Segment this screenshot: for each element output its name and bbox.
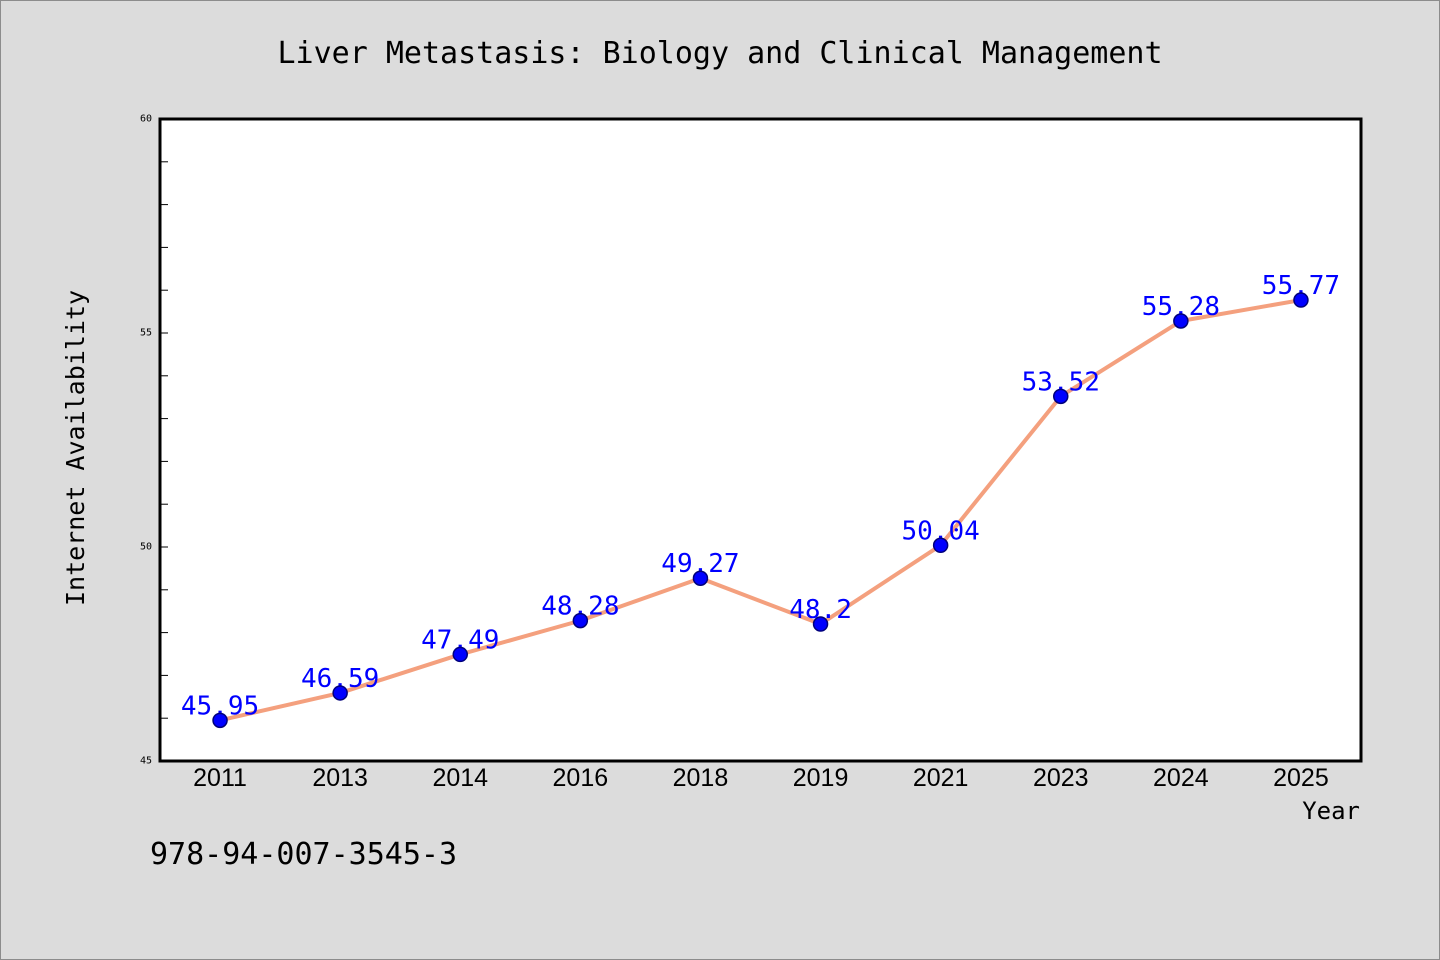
isbn-text: 978-94-007-3545-3 xyxy=(150,837,457,872)
y-tick-label: 50 xyxy=(140,542,152,553)
data-point xyxy=(332,685,348,701)
x-axis-tick-labels: 2011 2013 2014 2016 2018 2019 2021 2023 2024 2025 xyxy=(193,764,1329,792)
x-tick-label: 2023 xyxy=(1033,764,1089,792)
x-tick-label: 2025 xyxy=(1273,764,1329,792)
y-axis-tick-labels: 45 50 55 60 xyxy=(140,114,152,767)
data-labels: 45.9546.5947.4948.2849.2748.250.0453.525… xyxy=(181,271,1340,721)
x-tick-label: 2011 xyxy=(193,764,247,792)
data-point xyxy=(1053,388,1069,405)
y-tick-label: 45 xyxy=(140,756,152,767)
x-tick-label: 2013 xyxy=(312,764,368,792)
series-group xyxy=(218,298,1303,723)
y-axis-label: Internet Availability xyxy=(61,290,90,606)
data-point xyxy=(692,570,709,586)
x-tick-label: 2018 xyxy=(673,764,729,792)
data-point xyxy=(1173,313,1189,329)
x-tick-label: 2024 xyxy=(1153,764,1209,792)
plot-frame xyxy=(158,117,1363,763)
data-point xyxy=(572,612,589,629)
y-tick-label: 60 xyxy=(140,114,152,125)
x-tick-label: 2019 xyxy=(793,764,849,792)
chart-title: Liver Metastasis: Biology and Clinical M… xyxy=(277,36,1162,71)
data-point xyxy=(932,537,949,554)
data-markers xyxy=(212,292,1309,729)
x-tick-label: 2014 xyxy=(432,764,488,792)
data-point xyxy=(212,712,228,729)
series-line xyxy=(218,298,1303,723)
data-point xyxy=(812,616,829,632)
plot-area xyxy=(160,119,1361,761)
x-tick-label: 2016 xyxy=(553,764,609,792)
x-tick-label: 2021 xyxy=(913,764,969,792)
data-point xyxy=(1293,292,1309,308)
data-point xyxy=(452,646,468,663)
x-axis-label: Year xyxy=(1302,797,1360,825)
y-tick-label: 55 xyxy=(140,328,152,339)
